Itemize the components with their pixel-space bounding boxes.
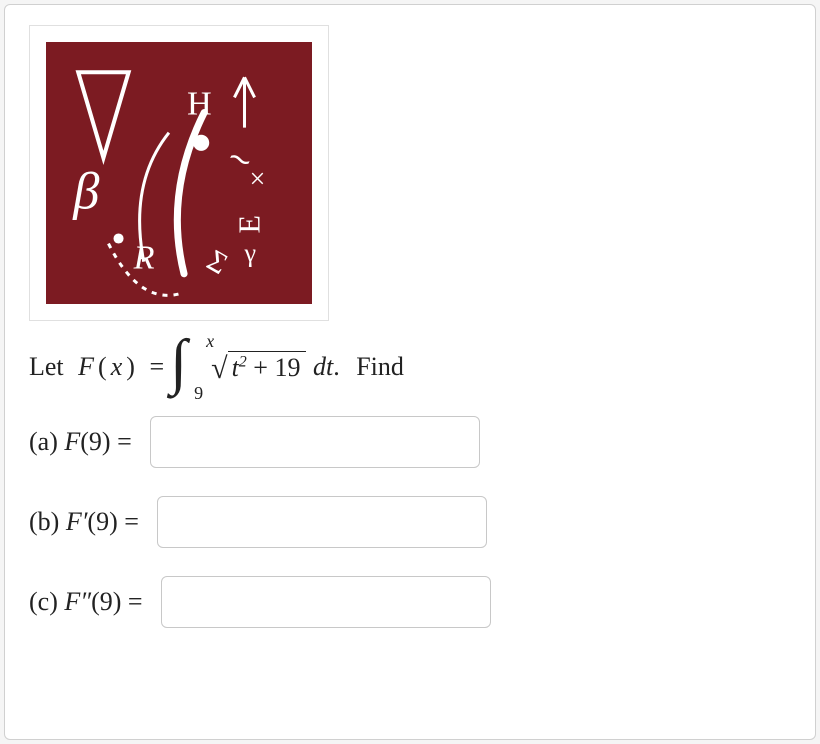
svg-text:E: E	[233, 215, 267, 233]
math-symbols-logo: β H ∼ × E Σ γ R	[46, 42, 312, 304]
sqrt-symbol: √	[211, 351, 227, 387]
integral-expression: ∫ x 9 √ t2 + 19 dt.	[170, 345, 340, 388]
part-a-row: (a) F(9) =	[29, 416, 791, 468]
problem-statement: Let F(x) = ∫ x 9 √ t2 + 19 dt. Find	[29, 345, 791, 388]
svg-text:R: R	[133, 239, 155, 277]
svg-text:γ: γ	[244, 239, 257, 268]
part-a-arg: (9) =	[80, 427, 131, 456]
part-c-input[interactable]	[161, 576, 491, 628]
sqrt-expression: √ t2 + 19	[211, 349, 306, 385]
part-b-letter: (b)	[29, 507, 59, 536]
part-a-label: (a) F(9) =	[29, 427, 132, 457]
part-c-letter: (c)	[29, 587, 58, 616]
func-arg: x	[111, 351, 123, 382]
equals-sign: =	[149, 351, 164, 382]
part-b-label: (b) F′(9) =	[29, 507, 139, 537]
find-text: Find	[356, 351, 404, 382]
question-card: β H ∼ × E Σ γ R Let F(x) = ∫ x 9	[4, 4, 816, 740]
svg-text:β: β	[72, 162, 100, 220]
part-b-row: (b) F′(9) =	[29, 496, 791, 548]
svg-text:H: H	[187, 85, 212, 123]
radicand: t2 + 19	[228, 351, 307, 383]
part-c-label: (c) F″(9) =	[29, 587, 143, 617]
part-c-arg: (9) =	[91, 587, 142, 616]
integral-lower-limit: 9	[194, 383, 203, 405]
part-b-func: F	[66, 507, 82, 536]
part-a-letter: (a)	[29, 427, 58, 456]
radicand-plus: + 19	[253, 353, 300, 382]
radicand-exp: 2	[239, 353, 247, 370]
integral-sign: ∫	[170, 341, 187, 384]
thumbnail-frame: β H ∼ × E Σ γ R	[29, 25, 329, 321]
svg-text:×: ×	[250, 164, 266, 195]
radicand-var: t	[232, 353, 239, 382]
func-name: F	[78, 351, 94, 382]
let-text: Let	[29, 351, 64, 382]
part-a-input[interactable]	[150, 416, 480, 468]
close-paren: )	[126, 351, 135, 382]
integral-upper-limit: x	[206, 331, 214, 353]
part-b-input[interactable]	[157, 496, 487, 548]
part-c-prime: ″	[80, 587, 91, 616]
part-a-func: F	[64, 427, 80, 456]
part-c-func: F	[64, 587, 80, 616]
period: .	[333, 351, 340, 382]
part-c-row: (c) F″(9) =	[29, 576, 791, 628]
open-paren: (	[98, 351, 107, 382]
integrand-dt: dt	[313, 351, 333, 382]
part-b-arg: (9) =	[87, 507, 138, 536]
